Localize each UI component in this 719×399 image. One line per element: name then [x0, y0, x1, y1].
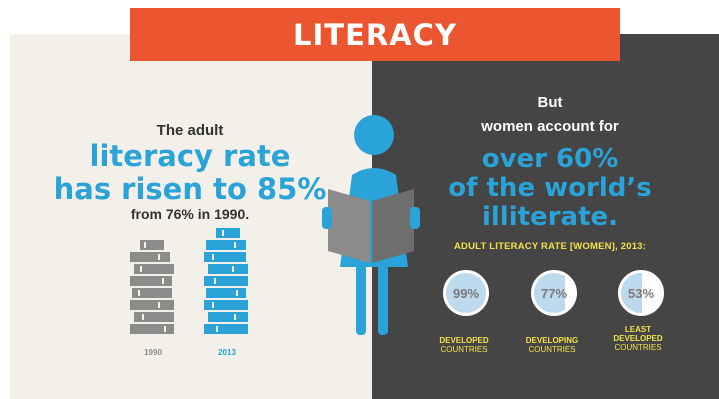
- page-title: LITERACY: [293, 17, 457, 52]
- right-intro-line2: women account for: [481, 118, 619, 135]
- stat-label-least-developed: LEAST DEVELOPED COUNTRIES: [613, 325, 663, 352]
- stat-circle-developed: 99%: [443, 270, 489, 316]
- right-headline-line2: of the world’s: [448, 173, 652, 203]
- stat-label-developed: DEVELOPED COUNTRIES: [439, 336, 489, 354]
- right-headline-line3: illiterate.: [481, 202, 619, 232]
- stat-label-developing: DEVELOPING COUNTRIES: [525, 336, 579, 354]
- stat-value-least-developed: 53%: [627, 285, 655, 301]
- title-banner: LITERACY: [130, 8, 620, 61]
- left-headline-line1: literacy rate: [89, 139, 291, 173]
- book-stack-1990-icon: [130, 240, 174, 334]
- stat-value-developing: 77%: [540, 285, 568, 301]
- book-stack-2013-icon: [204, 228, 248, 334]
- stat-title: ADULT LITERACY RATE [WOMEN], 2013:: [453, 241, 647, 252]
- left-panel: [10, 34, 372, 399]
- stat-value-developed: 99%: [452, 285, 480, 301]
- left-intro-text: The adult: [156, 122, 224, 139]
- left-subtext: from 76% in 1990.: [130, 206, 250, 222]
- year-label-1990: 1990: [144, 348, 162, 357]
- stat-circle-developing: 77%: [531, 270, 577, 316]
- right-panel: [372, 34, 719, 399]
- year-label-2013: 2013: [218, 348, 236, 357]
- right-intro-line1: But: [537, 94, 563, 111]
- woman-reading-book-icon: [322, 115, 420, 335]
- right-headline-line1: over 60%: [481, 144, 619, 174]
- left-headline-line2: has risen to 85%: [53, 172, 327, 206]
- stat-circle-least-developed: 53%: [618, 270, 664, 316]
